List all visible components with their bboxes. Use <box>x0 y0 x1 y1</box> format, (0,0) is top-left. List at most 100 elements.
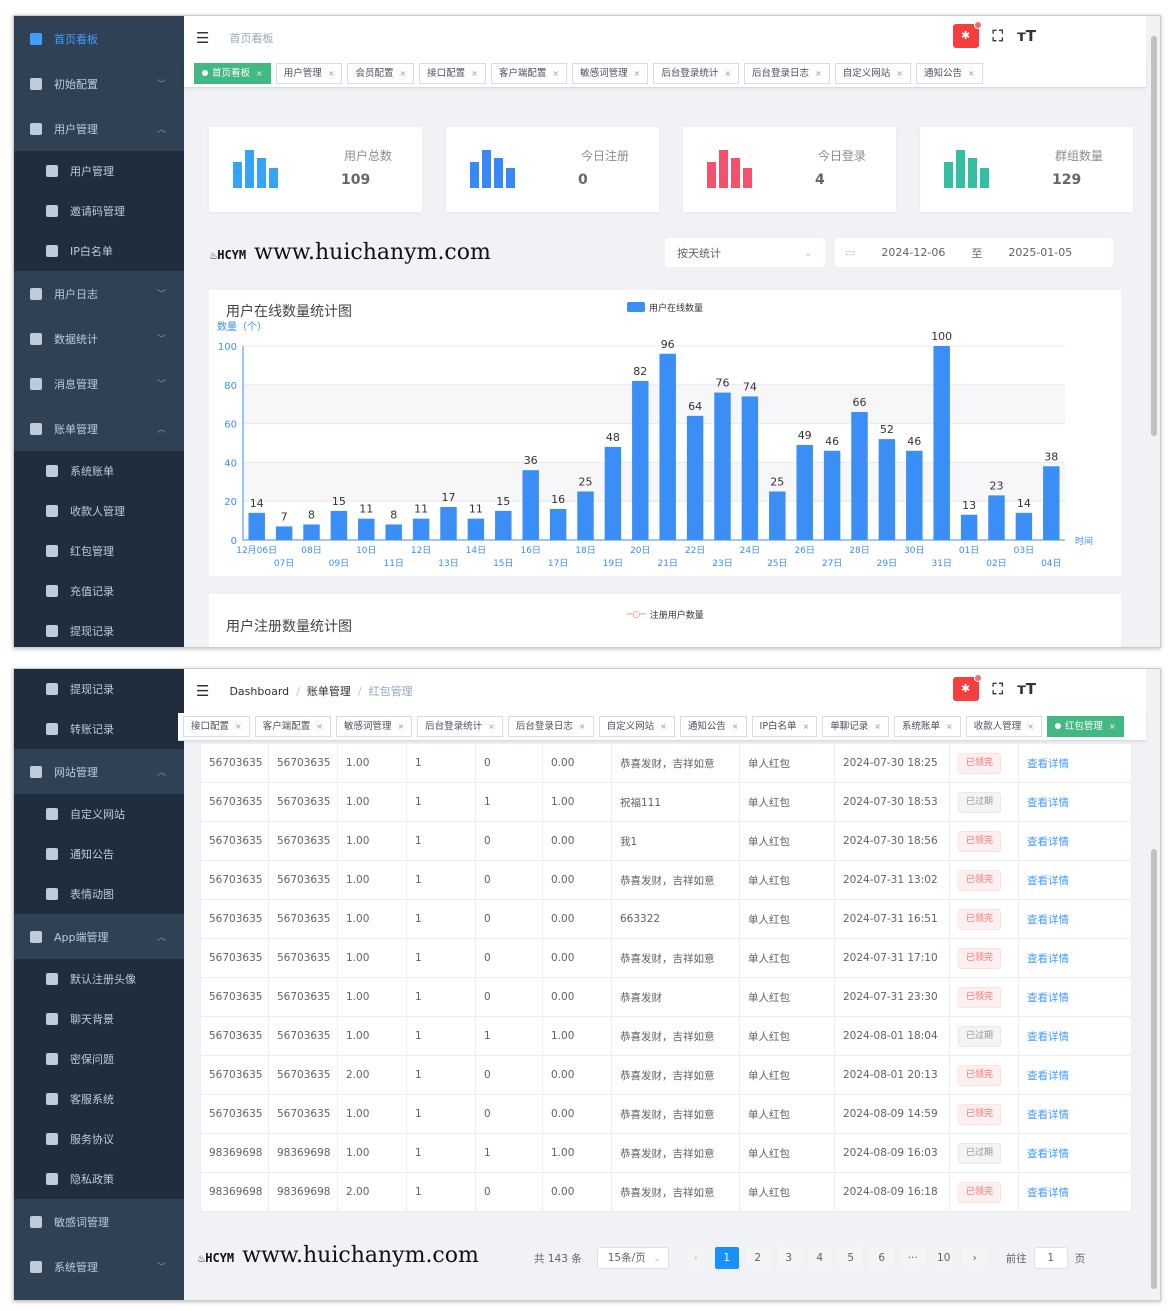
sidebar-item[interactable]: 隐私政策 <box>14 1159 184 1199</box>
sidebar-item[interactable]: 用户管理 ︿ <box>14 106 184 151</box>
fullscreen-icon[interactable]: ⛶ <box>992 680 1004 698</box>
scrollbar[interactable] <box>1151 849 1157 1289</box>
sidebar-item[interactable]: 敏感词管理 <box>14 1199 184 1244</box>
close-icon[interactable]: × <box>633 69 641 78</box>
view-details-link[interactable]: 查看详情 <box>1027 874 1069 887</box>
sidebar-item[interactable]: 收款人管理 <box>14 491 184 531</box>
view-details-link[interactable]: 查看详情 <box>1027 1030 1069 1043</box>
scrollbar[interactable] <box>1151 36 1157 436</box>
sidebar-item[interactable]: 服务协议 <box>14 1119 184 1159</box>
close-icon[interactable]: × <box>578 722 586 731</box>
tab-tag[interactable]: 自定义网站 × <box>598 716 675 737</box>
close-icon[interactable]: × <box>946 722 953 731</box>
tab-tag[interactable]: 后台登录日志 × <box>507 716 594 737</box>
tab-tag[interactable]: 接口配置 × <box>183 716 250 737</box>
close-icon[interactable]: × <box>896 69 903 78</box>
tab-tag[interactable]: 红包管理 × <box>1046 716 1124 737</box>
sidebar-item[interactable]: 默认注册头像 <box>14 959 184 999</box>
sidebar-item[interactable]: 系统账单 <box>14 451 184 491</box>
bug-icon[interactable]: ✱ <box>952 674 982 701</box>
sidebar-item[interactable]: 系统管理 ﹀ <box>14 1244 184 1289</box>
page-button[interactable]: 1 <box>714 1247 739 1269</box>
bug-icon[interactable]: ✱ <box>952 21 982 48</box>
close-icon[interactable]: × <box>660 722 667 731</box>
tab-tag[interactable]: 客户端配置 × <box>254 716 331 737</box>
stat-card[interactable]: 用户总数 109 <box>209 127 422 212</box>
sidebar-item[interactable]: 邀请码管理 <box>14 191 184 231</box>
hamburger-icon[interactable]: ☰ <box>196 682 210 700</box>
sidebar-item[interactable]: 提现记录 <box>14 669 184 709</box>
close-icon[interactable]: × <box>731 722 739 731</box>
close-icon[interactable]: × <box>967 69 975 78</box>
close-icon[interactable]: × <box>316 722 323 731</box>
sidebar-item[interactable]: 账单管理 ︿ <box>14 406 184 451</box>
close-icon[interactable]: × <box>1108 722 1116 731</box>
tab-tag[interactable]: IP白名单 × <box>751 716 818 737</box>
sidebar-item[interactable]: 初始配置 ﹀ <box>14 61 184 106</box>
sidebar-item[interactable]: App端管理 ︿ <box>14 914 184 959</box>
sidebar-item[interactable]: 聊天背景 <box>14 999 184 1039</box>
sidebar-item[interactable]: 通知公告 <box>14 834 184 874</box>
sidebar-item[interactable]: 转账记录 <box>14 709 184 749</box>
tab-tag[interactable]: 通知公告 × <box>915 63 983 84</box>
close-icon[interactable]: × <box>327 69 335 78</box>
page-button[interactable]: 2 <box>745 1247 770 1269</box>
page-button[interactable]: ··· <box>900 1247 925 1269</box>
view-details-link[interactable]: 查看详情 <box>1027 1186 1069 1199</box>
tab-tag[interactable]: 后台登录统计 × <box>417 716 503 737</box>
close-icon[interactable]: × <box>1027 722 1034 731</box>
tab-tag[interactable]: 敏感词管理 × <box>572 63 649 84</box>
sidebar-item[interactable]: 客服系统 <box>14 1079 184 1119</box>
tab-tag[interactable]: 客户端配置 × <box>490 63 568 84</box>
stat-card[interactable]: 今日登录 4 <box>683 127 896 212</box>
close-icon[interactable]: × <box>724 69 732 78</box>
close-icon[interactable]: × <box>802 722 810 731</box>
sidebar-item[interactable]: 提现记录 <box>14 611 184 647</box>
tab-tag[interactable]: 单聊记录 × <box>822 716 889 737</box>
tab-tag[interactable]: 会员配置 × <box>347 63 415 84</box>
tab-tag[interactable]: 后台登录统计 × <box>653 63 740 84</box>
view-details-link[interactable]: 查看详情 <box>1027 757 1069 770</box>
view-details-link[interactable]: 查看详情 <box>1027 1108 1069 1121</box>
sidebar-item[interactable]: 表情动图 <box>14 874 184 914</box>
page-size-select[interactable]: 15条/页 ⌄ <box>596 1247 669 1269</box>
sidebar-item[interactable]: IP白名单 <box>14 231 184 271</box>
close-icon[interactable]: × <box>874 722 881 731</box>
goto-page-input[interactable]: 1 <box>1033 1247 1068 1269</box>
sidebar-item[interactable]: 网站管理 ︿ <box>14 749 184 794</box>
close-icon[interactable]: × <box>397 722 405 731</box>
sidebar-item[interactable]: 首页看板 <box>14 16 184 61</box>
view-details-link[interactable]: 查看详情 <box>1027 1069 1069 1082</box>
tab-tag[interactable]: 首页看板 × <box>194 63 271 84</box>
close-icon[interactable]: × <box>815 69 822 78</box>
stat-card[interactable]: 群组数量 129 <box>920 127 1133 212</box>
close-icon[interactable]: × <box>471 69 478 78</box>
breadcrumb-dashboard[interactable]: Dashboard <box>229 684 290 698</box>
tab-tag[interactable]: 用户管理 × <box>275 63 343 84</box>
view-details-link[interactable]: 查看详情 <box>1027 835 1069 848</box>
tab-tag[interactable]: 自定义网站 × <box>834 63 911 84</box>
stat-card[interactable]: 今日注册 0 <box>446 127 659 212</box>
stat-mode-select[interactable]: 按天统计 ⌄ <box>665 238 825 267</box>
sidebar-item[interactable]: 用户管理 <box>14 151 184 191</box>
sidebar-item[interactable]: 红包管理 <box>14 531 184 571</box>
close-icon[interactable]: × <box>235 722 242 731</box>
page-button[interactable]: 5 <box>838 1247 863 1269</box>
page-button[interactable]: 6 <box>869 1247 894 1269</box>
sidebar-item[interactable]: 充值记录 <box>14 571 184 611</box>
tab-tag[interactable]: 接口配置 × <box>419 63 486 84</box>
page-button[interactable]: 10 <box>931 1247 956 1269</box>
sidebar-item[interactable]: 数据统计 ﹀ <box>14 316 184 361</box>
view-details-link[interactable]: 查看详情 <box>1027 1147 1069 1160</box>
font-size-icon[interactable]: тT <box>1017 680 1036 698</box>
tab-tag[interactable]: 通知公告 × <box>679 716 747 737</box>
sidebar-item[interactable]: 自定义网站 <box>14 794 184 834</box>
hamburger-icon[interactable]: ☰ <box>196 29 210 47</box>
view-details-link[interactable]: 查看详情 <box>1027 913 1069 926</box>
prev-page-button[interactable]: ‹ <box>683 1247 708 1269</box>
view-details-link[interactable]: 查看详情 <box>1027 952 1069 965</box>
fullscreen-icon[interactable]: ⛶ <box>992 27 1004 45</box>
date-range-picker[interactable]: ▭ 2024-12-06 至 2025-01-05 <box>835 238 1113 267</box>
tab-tag[interactable]: 收款人管理 × <box>965 716 1042 737</box>
page-button[interactable]: 3 <box>776 1247 801 1269</box>
